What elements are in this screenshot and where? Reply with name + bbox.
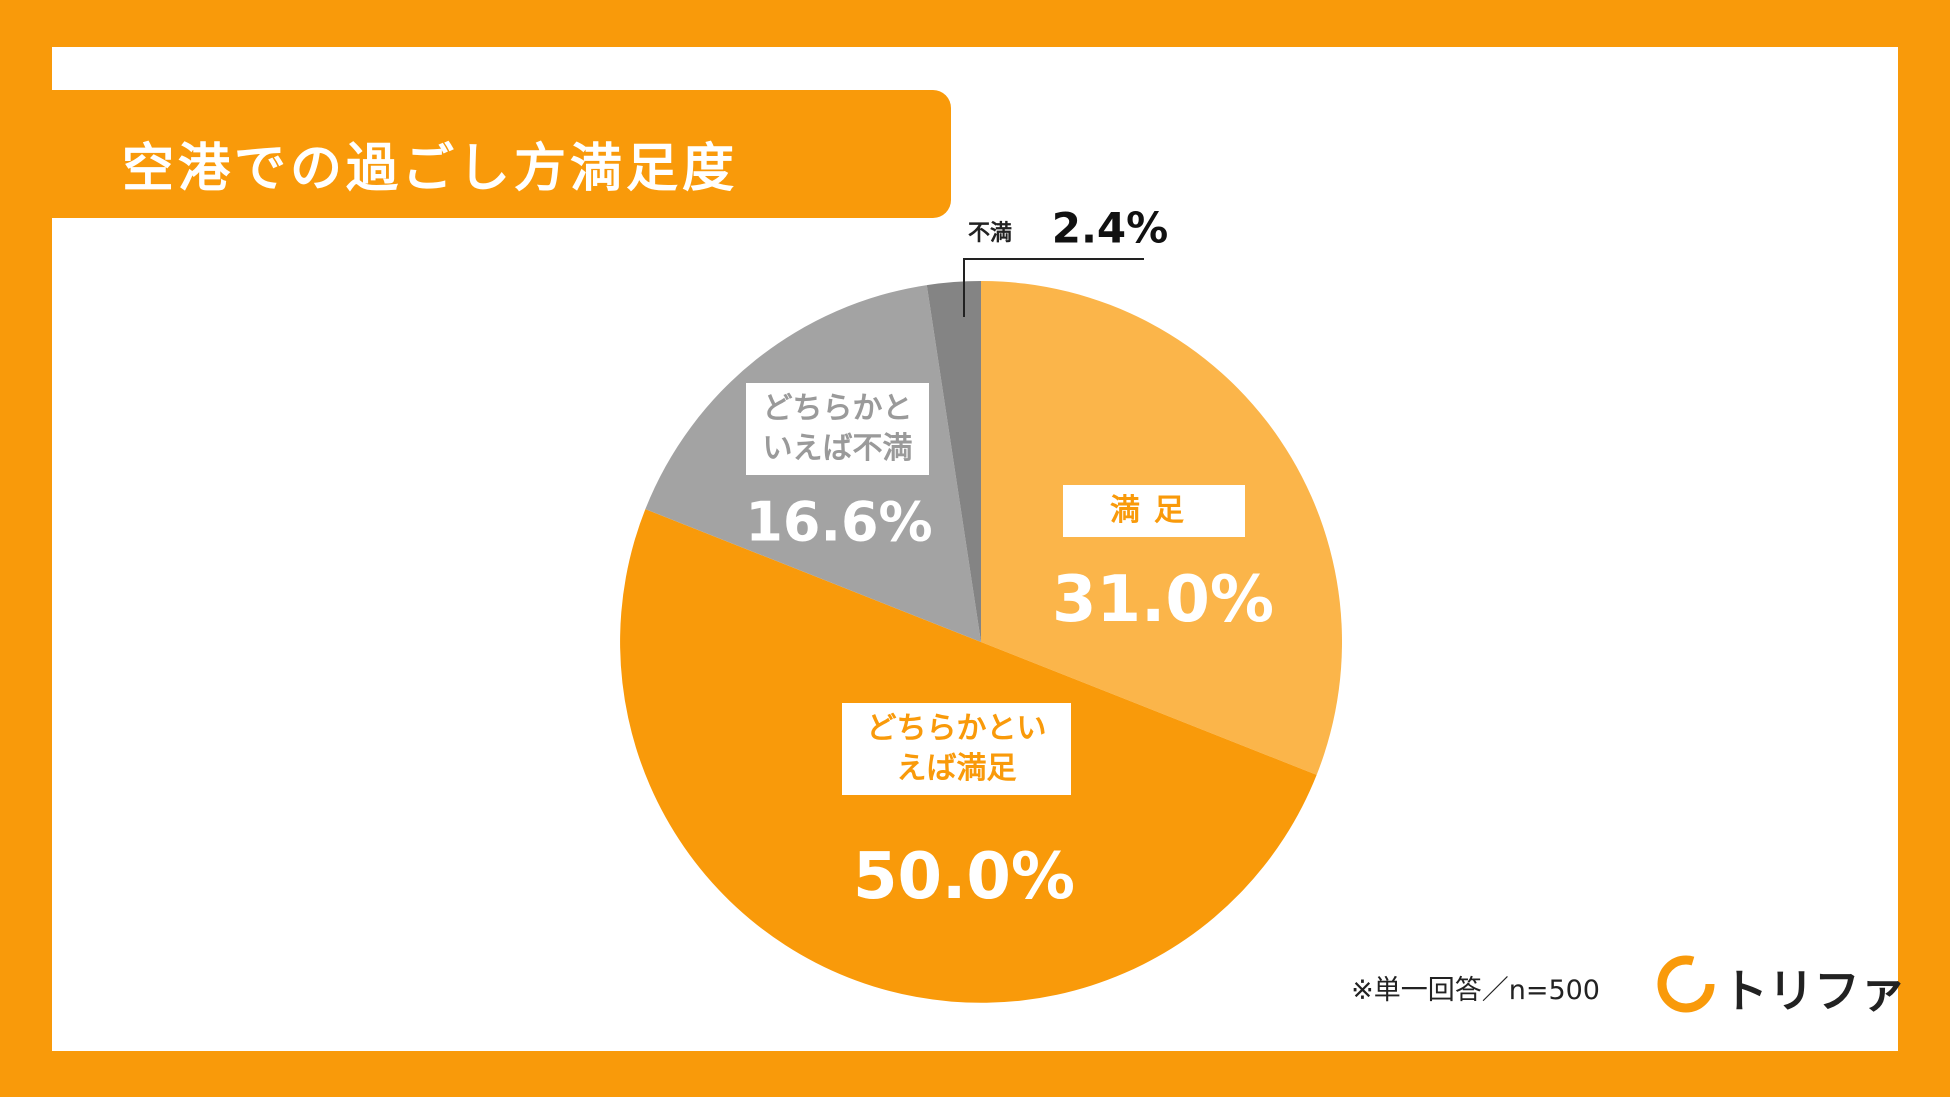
logo-icon bbox=[1657, 955, 1715, 1013]
value-label: 31.0% bbox=[1051, 563, 1275, 637]
brand-logo: トリファ bbox=[1722, 964, 1906, 1018]
pie-slice bbox=[926, 281, 981, 642]
footnote: ※単一回答／n=500 bbox=[1351, 975, 1600, 1006]
slice-label: どちらかといえば不満 bbox=[746, 383, 929, 475]
value-label: 50.0% bbox=[852, 840, 1076, 914]
title-tab bbox=[52, 90, 951, 218]
leader-line bbox=[963, 258, 1144, 317]
chart-title: 空港での過ごし方満足度 bbox=[122, 139, 739, 199]
slice-label: 不満 bbox=[968, 221, 1013, 246]
slice-label: どちらかといえば満足 bbox=[842, 703, 1071, 795]
value-label: 16.6% bbox=[745, 490, 933, 554]
slice-label: 満足 bbox=[1063, 485, 1245, 537]
value-label: 2.4% bbox=[1051, 203, 1169, 253]
